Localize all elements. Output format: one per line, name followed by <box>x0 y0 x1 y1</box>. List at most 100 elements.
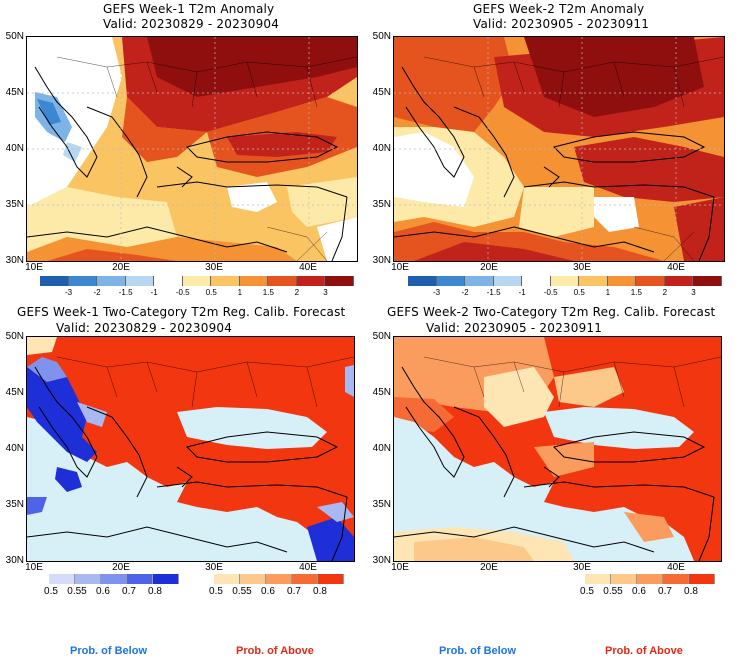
colorbar-swatch <box>153 574 179 584</box>
lat-label: 35N <box>5 199 24 210</box>
probability-field <box>394 337 721 561</box>
lat-label: 45N <box>5 387 24 398</box>
colorbar-swatch <box>97 276 126 286</box>
anomaly-colorbar: -3 -2 -1.5 -1 -0.5 0.5 1 1.5 2 3 <box>40 276 354 297</box>
colorbar-swatch <box>182 276 212 286</box>
colorbar-swatch <box>211 276 240 286</box>
colorbar-tick-label: 0.8 <box>148 586 162 597</box>
colorbar-tick-label: 0.5 <box>580 586 594 597</box>
colorbar-tick-label: -1.5 <box>486 288 501 297</box>
colorbar-tick-label: 2 <box>294 288 300 297</box>
prob-above-colorbar: 0.5 0.55 0.6 0.7 0.8 <box>209 574 344 597</box>
colorbar-tick-label: -2 <box>461 288 469 297</box>
colorbar-tick-label: -3 <box>432 288 441 297</box>
probability-field <box>27 337 354 561</box>
colorbar-swatch <box>101 574 127 584</box>
colorbar-tick-label: -1.5 <box>118 288 133 297</box>
lon-label: 40E <box>667 562 685 573</box>
colorbar-swatch <box>266 574 292 584</box>
lat-label: 40N <box>372 443 391 454</box>
colorbar-tick-label: 0.8 <box>313 586 327 597</box>
lat-label: 30N <box>5 555 24 566</box>
colorbar-swatch <box>49 574 75 584</box>
lat-label: 50N <box>5 31 24 42</box>
colorbar-tick-label: 1.5 <box>262 288 274 297</box>
lon-label: 40E <box>667 262 685 273</box>
colorbar-swatch <box>637 574 663 584</box>
prob-above-label: Prob. of Above <box>236 645 314 657</box>
lat-label: 40N <box>5 443 24 454</box>
colorbar-tick-label: 0.5 <box>44 586 58 597</box>
lon-label: 20E <box>112 562 130 573</box>
lat-label: 40N <box>372 143 391 154</box>
colorbar-tick-label: 0.5 <box>205 288 217 297</box>
colorbar-swatch <box>689 574 715 584</box>
panel-title: GEFS Week-1 Two-Category T2m Reg. Calib.… <box>17 305 346 319</box>
colorbar-tick-label: 3 <box>323 288 328 297</box>
lat-label: 45N <box>372 387 391 398</box>
lon-label: 30E <box>573 562 591 573</box>
colorbar-swatch <box>436 276 466 286</box>
lat-label: 40N <box>5 143 24 154</box>
colorbar-swatch <box>296 276 326 286</box>
colorbar-tick-label: -0.5 <box>175 288 190 297</box>
colorbar-tick-label: -1 <box>518 288 526 297</box>
colorbar-swatch <box>522 276 551 286</box>
lon-label: 10E <box>391 262 409 273</box>
lon-label: 30E <box>205 562 223 573</box>
panel-valid-date: Valid: 20230829 - 20230904 <box>103 17 280 31</box>
lon-label: 20E <box>112 262 130 273</box>
lat-label: 50N <box>372 331 391 342</box>
colorbar-swatch <box>154 276 183 286</box>
colorbar-tick-label: 0.6 <box>261 586 275 597</box>
colorbar-swatch <box>664 276 694 286</box>
colorbar-swatch <box>268 276 297 286</box>
colorbar-tick-label: 0.8 <box>684 586 698 597</box>
prob-below-label: Prob. of Below <box>70 645 147 657</box>
map-week1-probability <box>26 336 355 562</box>
prob-below-label: Prob. of Below <box>439 645 516 657</box>
lat-label: 50N <box>5 331 24 342</box>
colorbar-swatch <box>75 574 101 584</box>
map-week2-anomaly <box>393 36 725 262</box>
colorbar-tick-label: 1.5 <box>630 288 642 297</box>
anomaly-colorbar: -3 -2 -1.5 -1 -0.5 0.5 1 1.5 2 3 <box>408 276 722 297</box>
colorbar-tick-label: -2 <box>93 288 101 297</box>
colorbar-tick-label: -1 <box>150 288 158 297</box>
colorbar-tick-label: 0.7 <box>658 586 672 597</box>
panel-title: GEFS Week-2 T2m Anomaly <box>473 2 645 16</box>
colorbar-swatch <box>125 276 155 286</box>
lon-label: 40E <box>299 562 317 573</box>
colorbar-swatch <box>68 276 98 286</box>
colorbar-swatch <box>318 574 344 584</box>
colorbar-tick-label: 1 <box>237 288 243 297</box>
anomaly-field <box>394 37 724 261</box>
lon-label: 30E <box>205 262 223 273</box>
colorbar-swatch <box>693 276 722 286</box>
colorbar-tick-label: -3 <box>64 288 73 297</box>
colorbar-tick-label: 2 <box>662 288 668 297</box>
colorbar-tick-label: -0.5 <box>543 288 558 297</box>
colorbar-swatch <box>292 574 318 584</box>
lon-label: 10E <box>391 562 409 573</box>
colorbar-tick-label: 0.5 <box>209 586 223 597</box>
colorbar-swatch <box>40 276 69 286</box>
prob-below-colorbar: 0.5 0.55 0.6 0.7 0.8 <box>44 574 179 597</box>
lat-label: 30N <box>5 255 24 266</box>
colorbar-swatch <box>493 276 523 286</box>
lon-label: 30E <box>573 262 591 273</box>
lon-label: 20E <box>480 262 498 273</box>
panel-title: GEFS Week-1 T2m Anomaly <box>103 2 275 16</box>
colorbar-swatch <box>636 276 665 286</box>
lon-label: 40E <box>299 262 317 273</box>
colorbar-tick-label: 0.6 <box>632 586 646 597</box>
lat-label: 30N <box>372 255 391 266</box>
map-week2-probability <box>393 336 722 562</box>
colorbar-tick-label: 0.7 <box>122 586 136 597</box>
colorbar-tick-label: 0.5 <box>573 288 585 297</box>
map-week1-anomaly <box>26 36 358 262</box>
panel-title: GEFS Week-2 Two-Category T2m Reg. Calib.… <box>387 305 716 319</box>
prob-above-label: Prob. of Above <box>605 645 683 657</box>
colorbar-tick-label: 1 <box>605 288 611 297</box>
panel-valid-date: Valid: 20230829 - 20230904 <box>56 321 233 335</box>
